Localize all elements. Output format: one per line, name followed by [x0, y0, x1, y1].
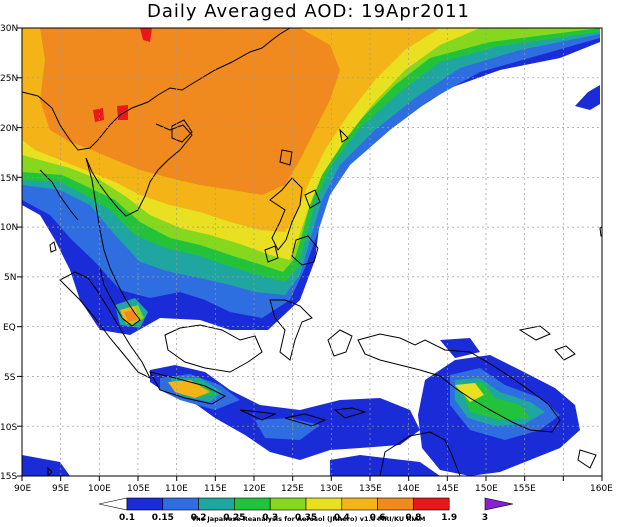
credit-text: The Japanese Reanalysis for Aerosol (JRA…: [191, 515, 426, 523]
colorbar-swatch: [269, 497, 307, 511]
lat-label: 20N: [0, 124, 18, 134]
colorbar-swatch: [126, 497, 164, 511]
colorbar-label: 0.1: [119, 513, 135, 523]
lat-label: 15N: [0, 174, 18, 184]
colorbar: 0.1 0.15 0.2 0.25 0.3 0.35 0.4 0.6 0.8 1.9 3: [98, 497, 514, 523]
lon-label: 115E: [204, 484, 227, 494]
colorbar-swatch: [198, 497, 235, 511]
aod-peak-3: [117, 105, 128, 120]
map-frame: [21, 27, 603, 477]
colorbar-label: 0.35: [295, 513, 317, 523]
lon-label: 140E: [397, 484, 420, 494]
lat-lon-grid: [22, 28, 602, 476]
colorbar-label: 0.25: [223, 513, 245, 523]
colorbar-swatch: [305, 497, 343, 511]
colorbar-swatch: [341, 497, 378, 511]
lon-label: 105E: [127, 484, 150, 494]
lon-label: 100E: [88, 484, 111, 494]
lat-label: 25N: [0, 74, 18, 84]
colorbar-label: 0.6: [370, 513, 386, 523]
colorbar-label: 0.2: [191, 513, 207, 523]
lon-label: 150E: [475, 484, 498, 494]
lon-label: 135E: [359, 484, 382, 494]
aod-peak-2: [93, 108, 104, 122]
lon-label: 95E: [52, 484, 69, 494]
colorbar-swatch: [234, 497, 271, 511]
aod-field: [22, 28, 602, 476]
lon-label: 160E: [590, 484, 613, 494]
lat-label: 10N: [0, 223, 18, 233]
lon-label: 145E: [436, 484, 459, 494]
lon-label: 110E: [165, 484, 188, 494]
colorbar-label: 0.4: [334, 513, 350, 523]
coastlines: [22, 28, 602, 476]
lat-axis: 30N 25N 20N 15N 10N 5N EQ 5S 10S 15S: [0, 24, 22, 482]
lat-label: 5S: [4, 373, 16, 383]
lat-label: 15S: [0, 472, 17, 482]
lon-label: 130E: [320, 484, 343, 494]
colorbar-swatch: [484, 497, 514, 511]
lon-label: 155E: [513, 484, 536, 494]
lat-label: 10S: [0, 423, 17, 433]
lon-label: 125E: [281, 484, 304, 494]
colorbar-swatch: [413, 497, 450, 511]
lon-axis: 90E 95E 100E 105E 110E 115E 120E 125E 13…: [14, 476, 613, 494]
colorbar-swatch: [162, 497, 199, 511]
colorbar-swatch: [98, 497, 128, 511]
colorbar-label: 0.8: [405, 513, 421, 523]
lat-label: 5N: [4, 273, 16, 283]
aod-peak-1: [140, 28, 152, 42]
lon-label: 120E: [243, 484, 266, 494]
map-title: Daily Averaged AOD: 19Apr2011: [147, 1, 470, 22]
lat-label: 30N: [0, 24, 18, 34]
colorbar-swatch: [377, 497, 414, 511]
colorbar-label: 3: [482, 513, 488, 523]
colorbar-label: 0.15: [152, 513, 174, 523]
lon-label: 90E: [14, 484, 31, 494]
colorbar-label: 1.9: [441, 513, 457, 523]
lat-label: EQ: [3, 323, 16, 333]
colorbar-label: 0.3: [262, 513, 278, 523]
